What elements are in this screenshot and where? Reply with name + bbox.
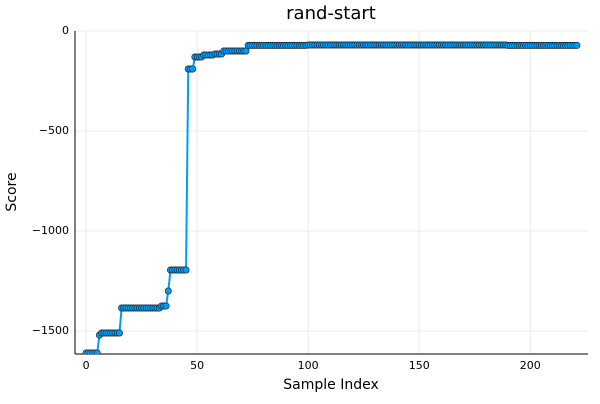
data-point (115, 329, 123, 337)
chart-title: rand-start (286, 3, 376, 24)
x-tick-label: 50 (190, 359, 204, 372)
x-tick-label: 100 (298, 359, 319, 372)
y-tick-label: −1000 (32, 224, 69, 237)
data-point (93, 349, 101, 354)
x-tick-label: 200 (520, 359, 541, 372)
x-tick-label: 150 (409, 359, 430, 372)
y-tick-label: −500 (39, 124, 69, 137)
data-point (182, 266, 190, 274)
y-axis-label: Score (4, 172, 20, 211)
y-tick-label: −1500 (32, 324, 69, 337)
x-axis-label: Sample Index (283, 377, 378, 393)
data-point (189, 65, 197, 73)
data-point (573, 41, 581, 49)
data-point (162, 302, 170, 310)
y-tick-label: 0 (62, 24, 69, 37)
x-tick-label: 0 (83, 359, 90, 372)
data-point (164, 287, 172, 295)
